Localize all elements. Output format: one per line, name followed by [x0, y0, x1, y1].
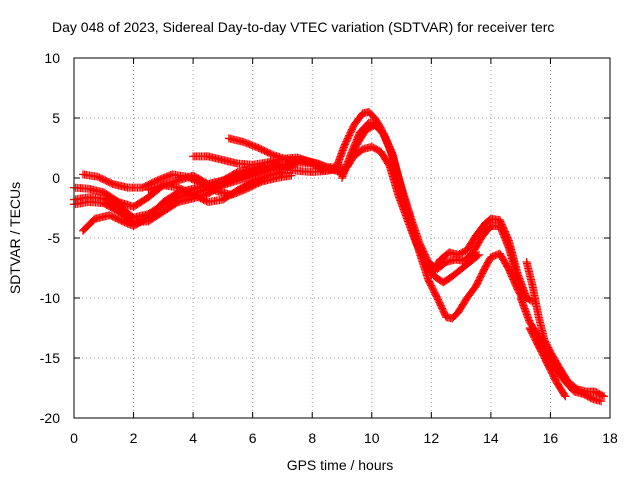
y-axis-label: SDTVAR / TECUs [7, 182, 23, 294]
x-tick-label: 8 [308, 430, 316, 446]
axis-ticks [73, 57, 611, 419]
x-tick-labels: 0 2 4 6 8 10 12 14 16 18 [70, 430, 618, 446]
data-point [597, 397, 606, 406]
chart-title: Day 048 of 2023, Sidereal Day-to-day VTE… [52, 19, 554, 35]
data-point [600, 392, 609, 401]
grid-lines [74, 58, 610, 418]
x-tick-label: 14 [483, 430, 499, 446]
y-tick-label: 0 [52, 170, 60, 186]
x-tick-label: 10 [364, 430, 380, 446]
data-point [287, 171, 296, 180]
x-axis-label: GPS time / hours [287, 457, 394, 473]
data-point [561, 392, 570, 401]
x-tick-label: 0 [70, 430, 78, 446]
data-point [473, 251, 482, 260]
x-tick-label: 12 [424, 430, 440, 446]
data-point [598, 391, 607, 400]
y-tick-label: -5 [48, 230, 61, 246]
data-point [560, 391, 569, 400]
data-point [474, 250, 483, 259]
data-point [278, 168, 287, 176]
x-tick-label: 4 [189, 430, 197, 446]
y-tick-label: 5 [52, 110, 60, 126]
y-tick-labels: -20 -15 -10 -5 0 5 10 [40, 50, 60, 426]
y-tick-label: -20 [40, 410, 60, 426]
x-tick-label: 16 [543, 430, 559, 446]
y-tick-label: -10 [40, 290, 60, 306]
x-tick-label: 18 [602, 430, 618, 446]
y-tick-label: 10 [44, 50, 60, 66]
y-tick-label: -15 [40, 350, 60, 366]
data-points [70, 108, 609, 406]
x-tick-label: 6 [249, 430, 257, 446]
x-tick-label: 2 [130, 430, 138, 446]
